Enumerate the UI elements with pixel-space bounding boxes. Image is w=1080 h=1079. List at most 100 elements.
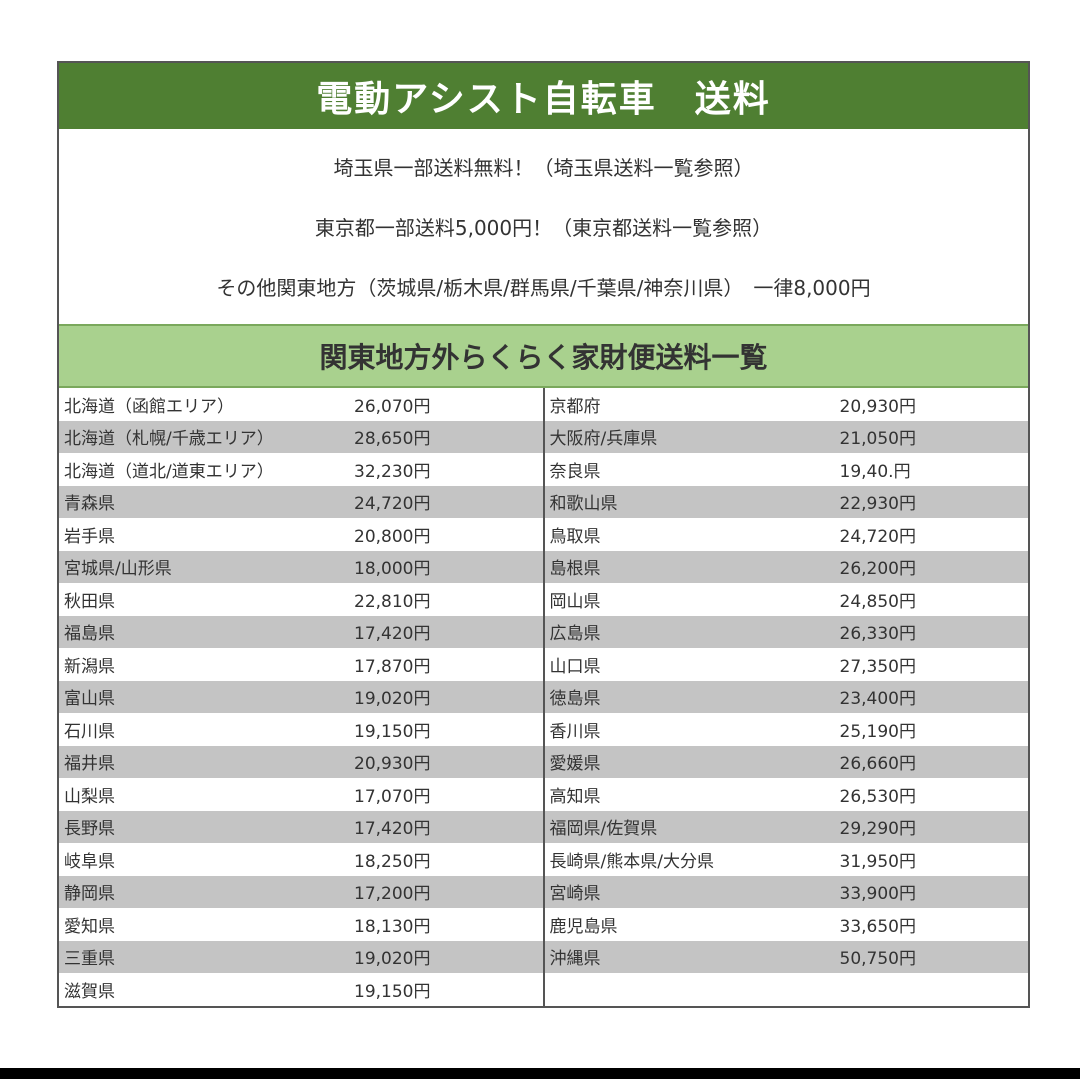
region-name: 滋賀県 (64, 981, 115, 1002)
shipping-price: 19,40.円 (839, 461, 911, 482)
table-row: 宮城県/山形県 18,000円 (59, 550, 543, 583)
shipping-price: 18,000円 (354, 559, 431, 580)
shipping-price: 19,020円 (354, 949, 431, 970)
table-row: 広島県 26,330円 (544, 615, 1028, 648)
table-row: 京都府 20,930円 (545, 388, 1029, 421)
region-name: 宮崎県 (549, 884, 601, 905)
region-name: 秋田県 (64, 591, 115, 612)
region-name: 三重県 (64, 949, 115, 970)
shipping-price: 21,050円 (839, 429, 916, 450)
shipping-price: 17,870円 (354, 656, 431, 677)
table-row: 北海道（札幌/千歳エリア） 28,650円 (59, 420, 543, 453)
shipping-price: 26,330円 (839, 624, 916, 645)
fee-table: 北海道（函館エリア） 26,070円 北海道（札幌/千歳エリア） 28,650円 北海道… (59, 388, 1028, 1006)
bottom-bar (0, 1068, 1080, 1079)
table-row: 愛知県 18,130円 (59, 908, 543, 941)
shipping-price: 17,070円 (354, 786, 431, 807)
table-row: 石川県 19,150円 (59, 713, 543, 746)
shipping-price: 17,200円 (354, 884, 431, 905)
shipping-price: 20,930円 (839, 396, 916, 417)
table-row: 岡山県 24,850円 (545, 583, 1029, 616)
region-name: 福岡県/佐賀県 (549, 819, 658, 840)
shipping-price: 31,950円 (839, 851, 916, 872)
table-row: 岐阜県 18,250円 (59, 843, 543, 876)
table-row: 愛媛県 26,660円 (544, 745, 1028, 778)
shipping-fee-sheet: 電動アシスト自転車 送料 埼玉県一部送料無料！（埼玉県送料一覧参照） 東京都一部… (57, 61, 1030, 1008)
region-name: 鳥取県 (549, 526, 601, 547)
table-row: 富山県 19,020円 (59, 680, 543, 713)
shipping-price: 18,130円 (354, 916, 431, 937)
region-name: 香川県 (549, 721, 601, 742)
shipping-price: 26,070円 (354, 396, 431, 417)
table-row: 北海道（道北/道東エリア） 32,230円 (59, 453, 543, 486)
table-row: 沖縄県 50,750円 (544, 940, 1028, 973)
table-row: 奈良県 19,40.円 (545, 453, 1029, 486)
region-name: 長野県 (64, 819, 115, 840)
region-name: 広島県 (549, 624, 601, 645)
region-name: 鹿児島県 (549, 916, 618, 937)
table-row: 青森県 24,720円 (59, 485, 543, 518)
shipping-price: 23,400円 (839, 689, 916, 710)
region-name: 福井県 (64, 754, 115, 775)
shipping-price: 27,350円 (839, 656, 916, 677)
region-name: 沖縄県 (549, 949, 601, 970)
table-row: 新潟県 17,870円 (59, 648, 543, 681)
table-row: 福岡県/佐賀県 29,290円 (544, 810, 1028, 843)
region-name: 石川県 (64, 721, 115, 742)
region-name: 岩手県 (64, 526, 115, 547)
region-name: 徳島県 (549, 689, 601, 710)
section-heading: 関東地方外らくらく家財便送料一覧 (59, 324, 1028, 388)
fee-column-right: 京都府 20,930円大阪府/兵庫県 21,050円奈良県 19,40.円 和歌山県 22… (544, 388, 1029, 1006)
shipping-price: 24,720円 (354, 494, 431, 515)
region-name: 北海道（函館エリア） (64, 396, 234, 417)
shipping-price: 50,750円 (839, 949, 916, 970)
region-name: 岡山県 (549, 591, 601, 612)
region-name: 山口県 (549, 656, 601, 677)
shipping-price: 19,020円 (354, 689, 431, 710)
region-name: 長崎県/熊本県/大分県 (549, 851, 714, 872)
shipping-price: 19,150円 (354, 981, 431, 1002)
table-row: 香川県 25,190円 (545, 713, 1029, 746)
table-row: 徳島県 23,400円 (544, 680, 1028, 713)
shipping-price: 26,530円 (839, 786, 916, 807)
table-row: 大阪府/兵庫県 21,050円 (544, 420, 1028, 453)
region-name: 富山県 (64, 689, 115, 710)
region-name: 静岡県 (64, 884, 115, 905)
shipping-price: 20,800円 (354, 526, 431, 547)
info-line-kanto: その他関東地方（茨城県/栃木県/群馬県/千葉県/神奈川県） 一律8,000円 (216, 275, 871, 300)
table-row: 岩手県 20,800円 (59, 518, 543, 551)
info-section: 埼玉県一部送料無料！（埼玉県送料一覧参照） 東京都一部送料5,000円！（東京都… (59, 129, 1028, 324)
shipping-price: 18,250円 (354, 851, 431, 872)
region-name: 岐阜県 (64, 851, 115, 872)
table-row: 福井県 20,930円 (59, 745, 543, 778)
shipping-price: 32,230円 (354, 461, 431, 482)
region-name: 福島県 (64, 624, 115, 645)
region-name: 青森県 (64, 494, 115, 515)
table-row: 三重県 19,020円 (59, 940, 543, 973)
table-row: 長野県 17,420円 (59, 810, 543, 843)
table-row: 秋田県 22,810円 (59, 583, 543, 616)
table-row: 鹿児島県 33,650円 (545, 908, 1029, 941)
shipping-price: 24,850円 (839, 591, 916, 612)
info-line-tokyo: 東京都一部送料5,000円！（東京都送料一覧参照） (314, 215, 773, 240)
region-name: 島根県 (549, 559, 601, 580)
region-name: 愛媛県 (549, 754, 601, 775)
shipping-price: 33,900円 (839, 884, 916, 905)
region-name: 高知県 (549, 786, 601, 807)
table-row: 宮崎県 33,900円 (544, 875, 1028, 908)
table-row: 山口県 27,350円 (545, 648, 1029, 681)
region-name: 北海道（札幌/千歳エリア） (64, 429, 274, 450)
shipping-price: 24,720円 (839, 526, 916, 547)
table-row: 福島県 17,420円 (59, 615, 543, 648)
region-name: 北海道（道北/道東エリア） (64, 461, 274, 482)
info-line-saitama: 埼玉県一部送料無料！（埼玉県送料一覧参照） (333, 156, 754, 181)
shipping-price: 28,650円 (354, 429, 431, 450)
table-row: 島根県 26,200円 (544, 550, 1028, 583)
table-row: 滋賀県 19,150円 (59, 973, 543, 1006)
table-row: 鳥取県 24,720円 (545, 518, 1029, 551)
table-row: 和歌山県 22,930円 (544, 485, 1028, 518)
shipping-price: 20,930円 (354, 754, 431, 775)
region-name: 大阪府/兵庫県 (549, 429, 658, 450)
table-row: 北海道（函館エリア） 26,070円 (59, 388, 543, 421)
shipping-price: 26,200円 (839, 559, 916, 580)
